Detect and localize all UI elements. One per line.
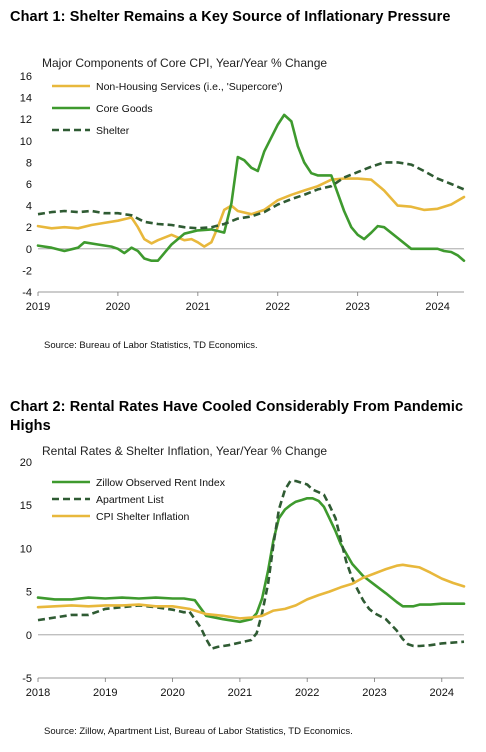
x-tick-label: 2023 [345, 301, 369, 313]
y-tick-label: 6 [26, 179, 32, 191]
y-tick-label: -2 [22, 265, 32, 277]
legend-label: Core Goods [96, 103, 153, 115]
chart2-subtitle: Rental Rates & Shelter Inflation, Year/Y… [42, 444, 328, 458]
x-tick-label: 2018 [26, 687, 50, 699]
legend-label: Shelter [96, 125, 130, 137]
x-tick-label: 2022 [266, 301, 290, 313]
series-line-1 [36, 177, 466, 248]
legend-label: Zillow Observed Rent Index [96, 477, 226, 489]
y-tick-label: 5 [26, 587, 32, 599]
y-tick-label: 14 [20, 93, 32, 105]
chart2-title: Chart 2: Rental Rates Have Cooled Consid… [10, 399, 464, 434]
legend-label: Apartment List [96, 494, 164, 506]
chart2-source: Source: Zillow, Apartment List, Bureau o… [44, 726, 353, 737]
series-line-1 [36, 497, 466, 624]
legend-label: CPI Shelter Inflation [96, 511, 190, 523]
x-tick-label: 2021 [228, 687, 252, 699]
x-tick-label: 2022 [295, 687, 319, 699]
y-tick-label: -5 [22, 673, 32, 685]
chart2-plot: -5 0 5 10 15 20 2018 2019 2020 2021 2022 2023 2024 Zi… [20, 457, 466, 699]
legend-label: Non-Housing Services (i.e., 'Supercore') [96, 81, 283, 93]
x-tick-label: 2020 [160, 687, 184, 699]
y-tick-label: 10 [20, 543, 32, 555]
y-tick-label: -4 [22, 287, 32, 299]
y-tick-label: 2 [26, 222, 32, 234]
y-tick-label: 8 [26, 157, 32, 169]
x-tick-label: 2021 [186, 301, 210, 313]
y-tick-label: 12 [20, 114, 32, 126]
x-tick-label: 2019 [93, 687, 117, 699]
chart1-subtitle: Major Components of Core CPI, Year/Year … [42, 56, 328, 70]
chart1-source: Source: Bureau of Labor Statistics, TD E… [44, 340, 258, 351]
series-line-3 [36, 563, 466, 620]
x-tick-label: 2024 [430, 687, 454, 699]
x-tick-label: 2019 [26, 301, 50, 313]
series-line-2 [36, 113, 466, 262]
y-tick-label: 0 [26, 630, 32, 642]
y-tick-label: 16 [20, 71, 32, 83]
series-line-2 [37, 479, 465, 650]
y-tick-label: 0 [26, 244, 32, 256]
series-line-3 [37, 161, 465, 230]
y-tick-label: 10 [20, 136, 32, 148]
x-tick-label: 2024 [425, 301, 449, 313]
y-tick-label: 20 [20, 457, 32, 469]
x-tick-label: 2023 [362, 687, 386, 699]
chart1-title: Chart 1: Shelter Remains a Key Source of… [10, 9, 451, 25]
y-tick-label: 4 [26, 201, 32, 213]
chart1-plot: -4 -2 0 2 4 6 8 10 12 14 16 2019 2020 2021 2022 2023 202… [20, 71, 466, 313]
y-tick-label: 15 [20, 500, 32, 512]
x-tick-label: 2020 [106, 301, 130, 313]
